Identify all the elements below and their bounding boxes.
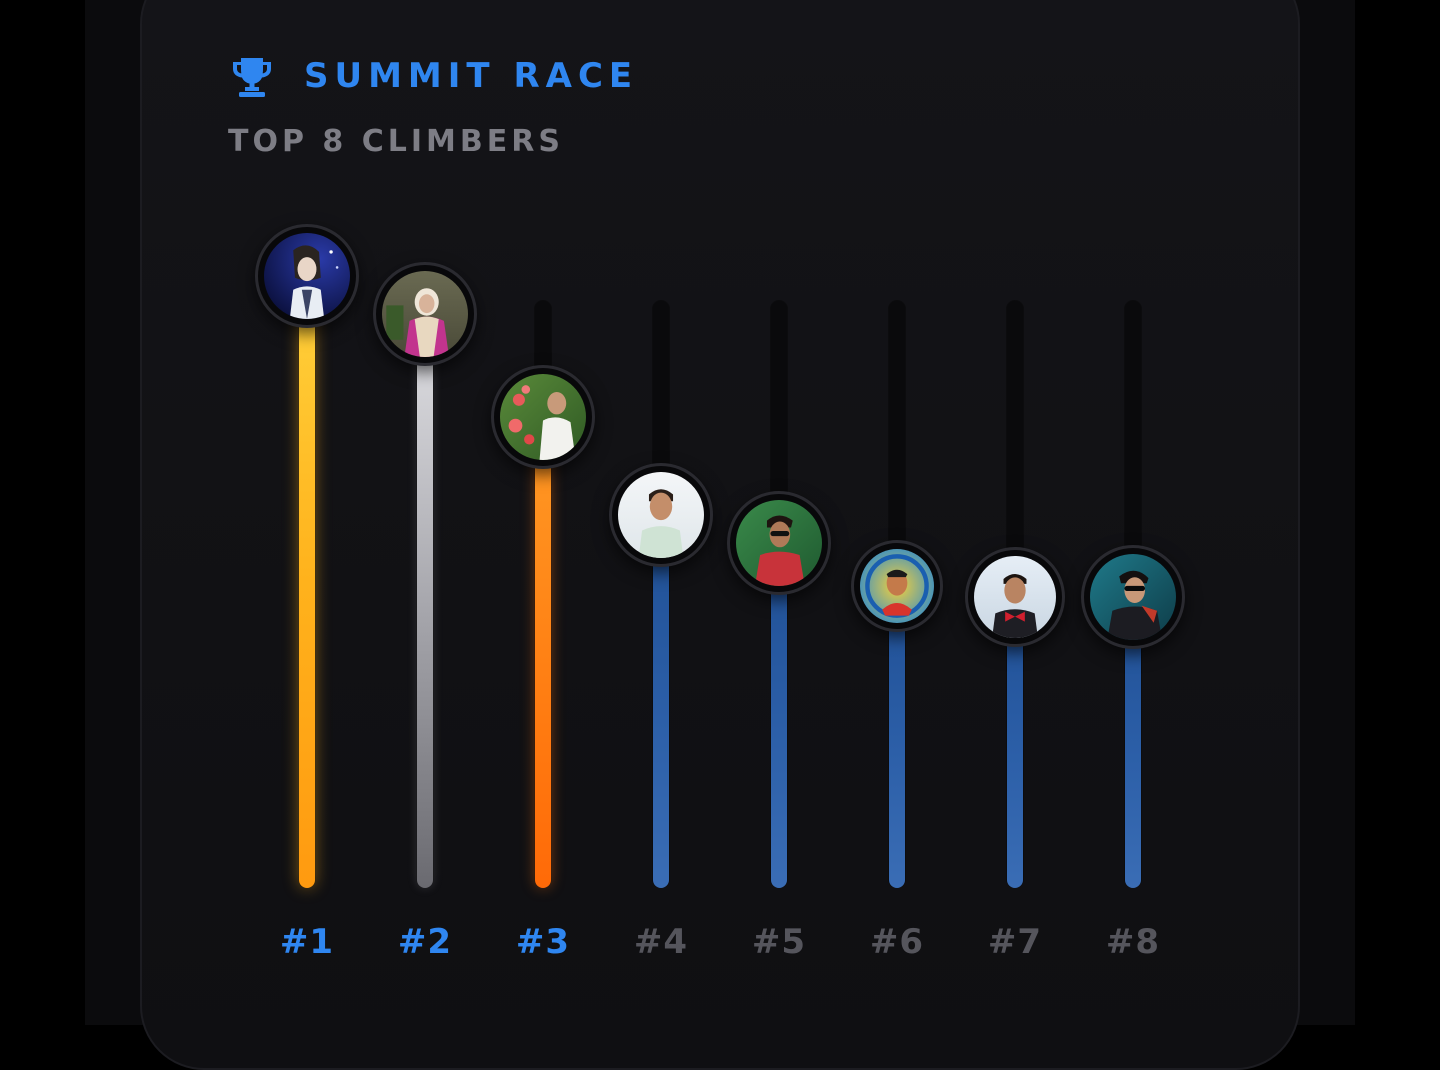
rank-label: #6 — [869, 922, 925, 962]
progress-fill — [535, 417, 551, 888]
avatar-photo — [264, 233, 350, 319]
summit-race-card — [140, 0, 1300, 1070]
climber-5-avatar[interactable] — [727, 490, 831, 595]
rank-label: #1 — [279, 922, 335, 962]
avatar-photo — [974, 556, 1056, 638]
card-header: SUMMIT RACE — [228, 48, 638, 104]
avatar-photo — [736, 499, 822, 586]
trophy-icon — [233, 58, 271, 97]
avatar-photo — [1090, 554, 1176, 640]
avatar-photo — [860, 549, 934, 624]
page-title: SUMMIT RACE — [304, 56, 639, 96]
progress-fill — [417, 314, 433, 888]
rank-label: #3 — [515, 922, 571, 962]
page-subtitle: TOP 8 CLIMBERS — [228, 124, 564, 159]
climber-2-avatar[interactable] — [373, 262, 477, 367]
progress-fill — [1125, 597, 1141, 888]
climber-4-avatar[interactable] — [609, 463, 713, 568]
avatar-photo — [500, 374, 586, 461]
progress-fill — [889, 586, 905, 888]
climber-7-avatar[interactable] — [965, 547, 1065, 647]
progress-fill — [299, 276, 315, 888]
rank-label: #2 — [397, 922, 453, 962]
avatar-photo — [382, 271, 468, 358]
rank-label: #7 — [987, 922, 1043, 962]
progress-fill — [653, 515, 669, 888]
progress-fill — [771, 542, 787, 888]
avatar-photo — [618, 472, 704, 559]
climber-1-avatar[interactable] — [255, 224, 359, 328]
rank-label: #5 — [751, 922, 807, 962]
climber-6-avatar[interactable] — [851, 540, 943, 633]
rank-label: #4 — [633, 922, 689, 962]
climber-8-avatar[interactable] — [1081, 545, 1185, 649]
climber-3-avatar[interactable] — [491, 365, 595, 470]
rank-label: #8 — [1105, 922, 1161, 962]
progress-fill — [1007, 597, 1023, 888]
